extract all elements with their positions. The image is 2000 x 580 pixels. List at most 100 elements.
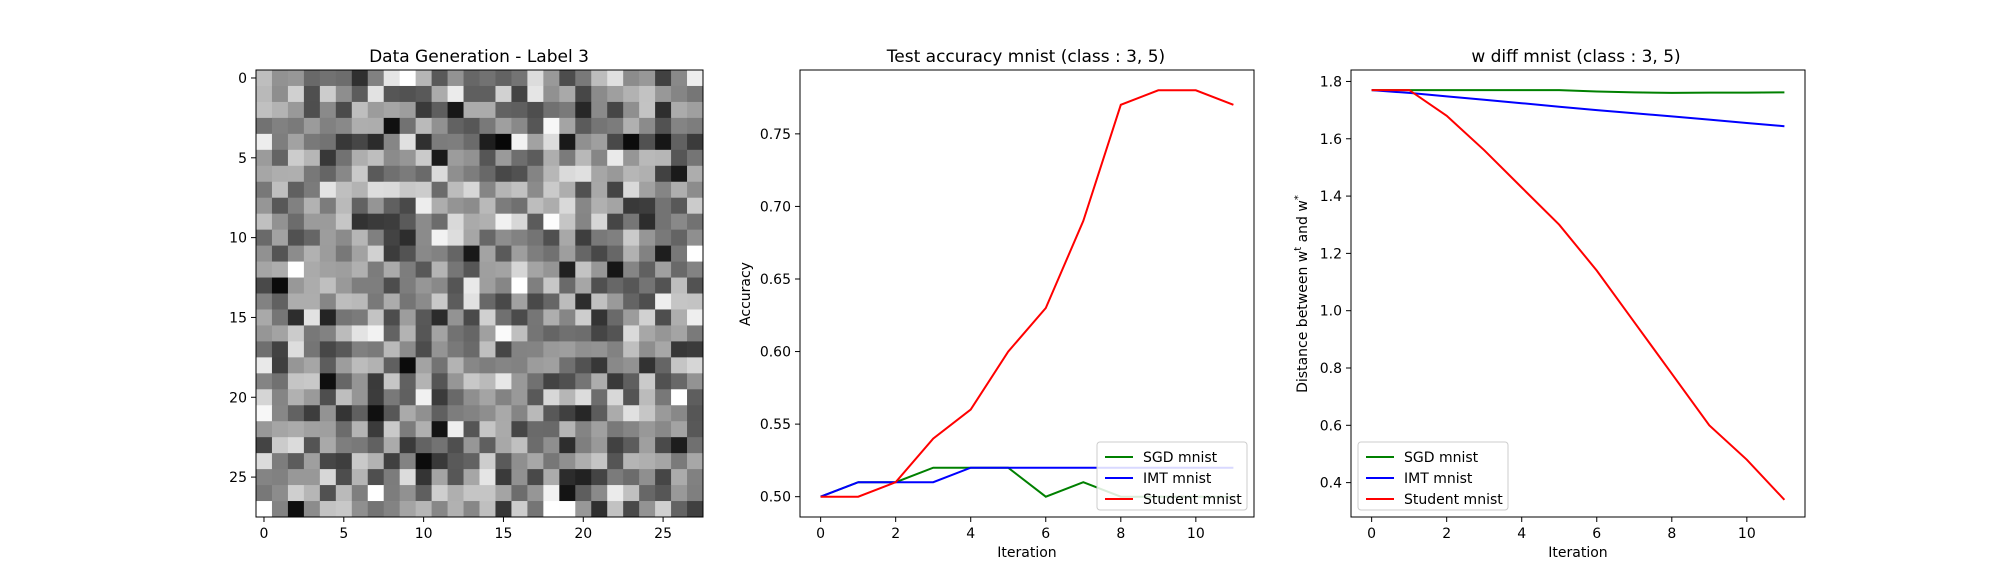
heatmap-cell xyxy=(655,229,672,246)
heatmap-cell xyxy=(543,293,560,310)
heatmap-cell xyxy=(399,85,417,103)
heatmap-cell xyxy=(639,453,656,470)
heatmap-cell xyxy=(319,453,337,470)
heatmap-cell xyxy=(479,261,496,278)
heatmap-cell xyxy=(367,437,385,454)
heatmap-cell xyxy=(559,453,576,470)
heatmap-cell xyxy=(271,197,289,215)
heatmap-cell xyxy=(527,213,544,231)
heatmap-cell xyxy=(287,341,305,358)
heatmap-cell xyxy=(447,485,464,502)
heatmap-cell xyxy=(256,213,273,231)
heatmap-cell xyxy=(575,277,592,294)
heatmap-cell xyxy=(287,213,305,231)
accuracy-x-tick-label: 10 xyxy=(1187,526,1205,542)
heatmap-cell xyxy=(399,70,417,87)
heatmap-cell xyxy=(383,261,401,278)
heatmap-cell xyxy=(495,501,512,518)
x-tick-label: 20 xyxy=(574,526,592,542)
heatmap-cell xyxy=(351,485,369,502)
heatmap-cell xyxy=(495,165,512,183)
heatmap-cell xyxy=(607,165,624,183)
heatmap-cell xyxy=(351,309,369,326)
heatmap-cell xyxy=(655,389,672,406)
wdiff-x-tick-label: 8 xyxy=(1667,526,1676,542)
wdiff-y-tick-label: 0.8 xyxy=(1320,361,1342,377)
heatmap-cell xyxy=(607,453,624,470)
wdiff-x-tick-label: 0 xyxy=(1367,526,1376,542)
heatmap-cell xyxy=(256,341,273,358)
heatmap-cell xyxy=(319,277,337,294)
heatmap-cell xyxy=(527,325,544,342)
heatmap-cell xyxy=(559,133,576,151)
heatmap-cell xyxy=(479,501,496,518)
heatmap-cell xyxy=(495,213,512,231)
accuracy-legend-label: SGD mnist xyxy=(1143,450,1218,466)
heatmap-cell xyxy=(367,181,385,199)
heatmap-cell xyxy=(543,357,560,374)
heatmap-cell xyxy=(511,389,528,406)
heatmap-cell xyxy=(511,149,528,167)
heatmap-cell xyxy=(447,437,464,454)
heatmap-cell xyxy=(447,165,464,183)
heatmap-cell xyxy=(639,293,656,310)
heatmap-cell xyxy=(639,101,656,119)
heatmap-cell xyxy=(383,453,401,470)
heatmap-cell xyxy=(447,373,464,390)
heatmap-cell xyxy=(447,181,464,199)
y-tick-label: 10 xyxy=(229,231,247,247)
heatmap-cell xyxy=(271,261,289,278)
heatmap-cell xyxy=(447,469,464,486)
heatmap-cell xyxy=(463,261,480,278)
heatmap-cell xyxy=(623,341,640,358)
heatmap-cell xyxy=(607,85,624,103)
heatmap-cell xyxy=(303,357,321,374)
heatmap-cell xyxy=(431,101,448,119)
heatmap-cell xyxy=(591,485,608,502)
heatmap-cell xyxy=(591,245,608,262)
heatmap-cell xyxy=(287,261,305,278)
heatmap-cell xyxy=(495,149,512,167)
heatmap-cell xyxy=(655,117,672,135)
wdiff-y-tick-label: 0.4 xyxy=(1320,476,1342,492)
heatmap-cell xyxy=(559,309,576,326)
heatmap-cell xyxy=(479,373,496,390)
heatmap-cell xyxy=(559,149,576,167)
heatmap-cell xyxy=(335,293,353,310)
wdiff-y-label-mid: and w xyxy=(1295,200,1311,247)
heatmap-cell xyxy=(655,357,672,374)
heatmap-cell xyxy=(591,261,608,278)
heatmap-cell xyxy=(495,117,512,135)
heatmap-cell xyxy=(271,325,289,342)
heatmap-cell xyxy=(415,469,432,486)
heatmap-cell xyxy=(559,181,576,199)
heatmap-cell xyxy=(575,229,592,246)
heatmap-cell xyxy=(559,213,576,231)
heatmap-cell xyxy=(527,485,544,502)
heatmap-cell xyxy=(319,70,337,87)
heatmap-cell xyxy=(543,117,560,135)
heatmap-cell xyxy=(303,213,321,231)
heatmap-cell xyxy=(256,149,273,167)
heatmap-cell xyxy=(415,421,432,438)
heatmap-cell xyxy=(655,261,672,278)
heatmap-cell xyxy=(623,133,640,151)
heatmap-cell xyxy=(575,245,592,262)
heatmap-cell xyxy=(607,405,624,422)
heatmap-cell xyxy=(351,501,369,518)
heatmap-cell xyxy=(607,149,624,167)
heatmap-cell xyxy=(687,149,704,167)
heatmap-cell xyxy=(335,437,353,454)
heatmap-cell xyxy=(399,341,417,358)
heatmap-cell xyxy=(687,70,704,87)
heatmap-cell xyxy=(463,277,480,294)
heatmap-cell xyxy=(511,357,528,374)
heatmap-cell xyxy=(575,165,592,183)
heatmap-cell xyxy=(431,405,448,422)
heatmap-cell xyxy=(559,229,576,246)
heatmap-cell xyxy=(287,277,305,294)
heatmap-cell xyxy=(399,373,417,390)
heatmap-cell xyxy=(623,85,640,103)
heatmap-cell xyxy=(431,165,448,183)
heatmap-cell xyxy=(527,229,544,246)
